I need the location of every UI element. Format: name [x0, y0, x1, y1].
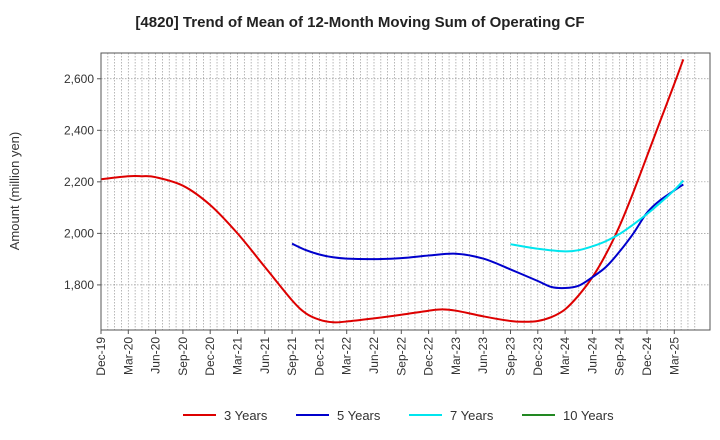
x-tick-label: Sep-24	[613, 337, 627, 376]
y-tick-label: 2,400	[64, 123, 94, 137]
x-tick-label: Mar-24	[558, 337, 572, 375]
x-tick-label: Sep-23	[504, 337, 518, 376]
y-tick-label: 1,800	[64, 278, 94, 292]
chart-title: [4820] Trend of Mean of 12-Month Moving …	[135, 14, 585, 31]
series-line-5-years	[291, 183, 684, 290]
x-tick-label: Dec-22	[422, 337, 436, 376]
y-axis-ticks: 1,800 2,000 2,200 2,400 2,600	[64, 72, 101, 292]
legend-label: 7 Years	[450, 408, 494, 423]
x-tick-label: Mar-22	[340, 337, 354, 375]
legend-label: 3 Years	[224, 408, 268, 423]
x-tick-label: Sep-21	[285, 337, 299, 376]
x-tick-label: Jun-24	[585, 337, 599, 374]
x-tick-label: Dec-20	[203, 337, 217, 376]
series-line-3-years	[100, 59, 685, 324]
x-tick-label: Dec-23	[531, 337, 545, 376]
y-axis-label: Amount (million yen)	[7, 132, 22, 251]
legend-label: 10 Years	[563, 408, 614, 423]
y-tick-label: 2,600	[64, 72, 94, 86]
series-lines	[100, 59, 685, 324]
x-tick-label: Dec-19	[94, 337, 108, 376]
x-tick-label: Sep-20	[176, 337, 190, 376]
y-tick-label: 2,000	[64, 226, 94, 240]
x-tick-label: Mar-20	[121, 337, 135, 375]
x-tick-label: Dec-21	[312, 337, 326, 376]
x-tick-label: Dec-24	[640, 337, 654, 376]
x-tick-label: Jun-23	[476, 337, 490, 374]
x-tick-label: Mar-21	[231, 337, 245, 375]
plot-frame	[100, 52, 711, 331]
x-tick-label: Sep-22	[394, 337, 408, 376]
plot-background	[101, 53, 710, 330]
x-tick-label: Jun-20	[149, 337, 163, 374]
y-tick-label: 2,200	[64, 175, 94, 189]
legend-label: 5 Years	[337, 408, 381, 423]
x-axis-ticks: Dec-19 Mar-20 Jun-20 Sep-20 Dec-20 Mar-21 Jun-…	[94, 330, 681, 376]
legend: 3 Years 5 Years 7 Years 10 Years	[183, 408, 614, 423]
x-tick-label: Jun-22	[367, 337, 381, 374]
series-line-7-years	[510, 179, 685, 253]
x-tick-label: Jun-21	[258, 337, 272, 374]
x-tick-label: Mar-23	[449, 337, 463, 375]
x-tick-label: Mar-25	[667, 337, 681, 375]
